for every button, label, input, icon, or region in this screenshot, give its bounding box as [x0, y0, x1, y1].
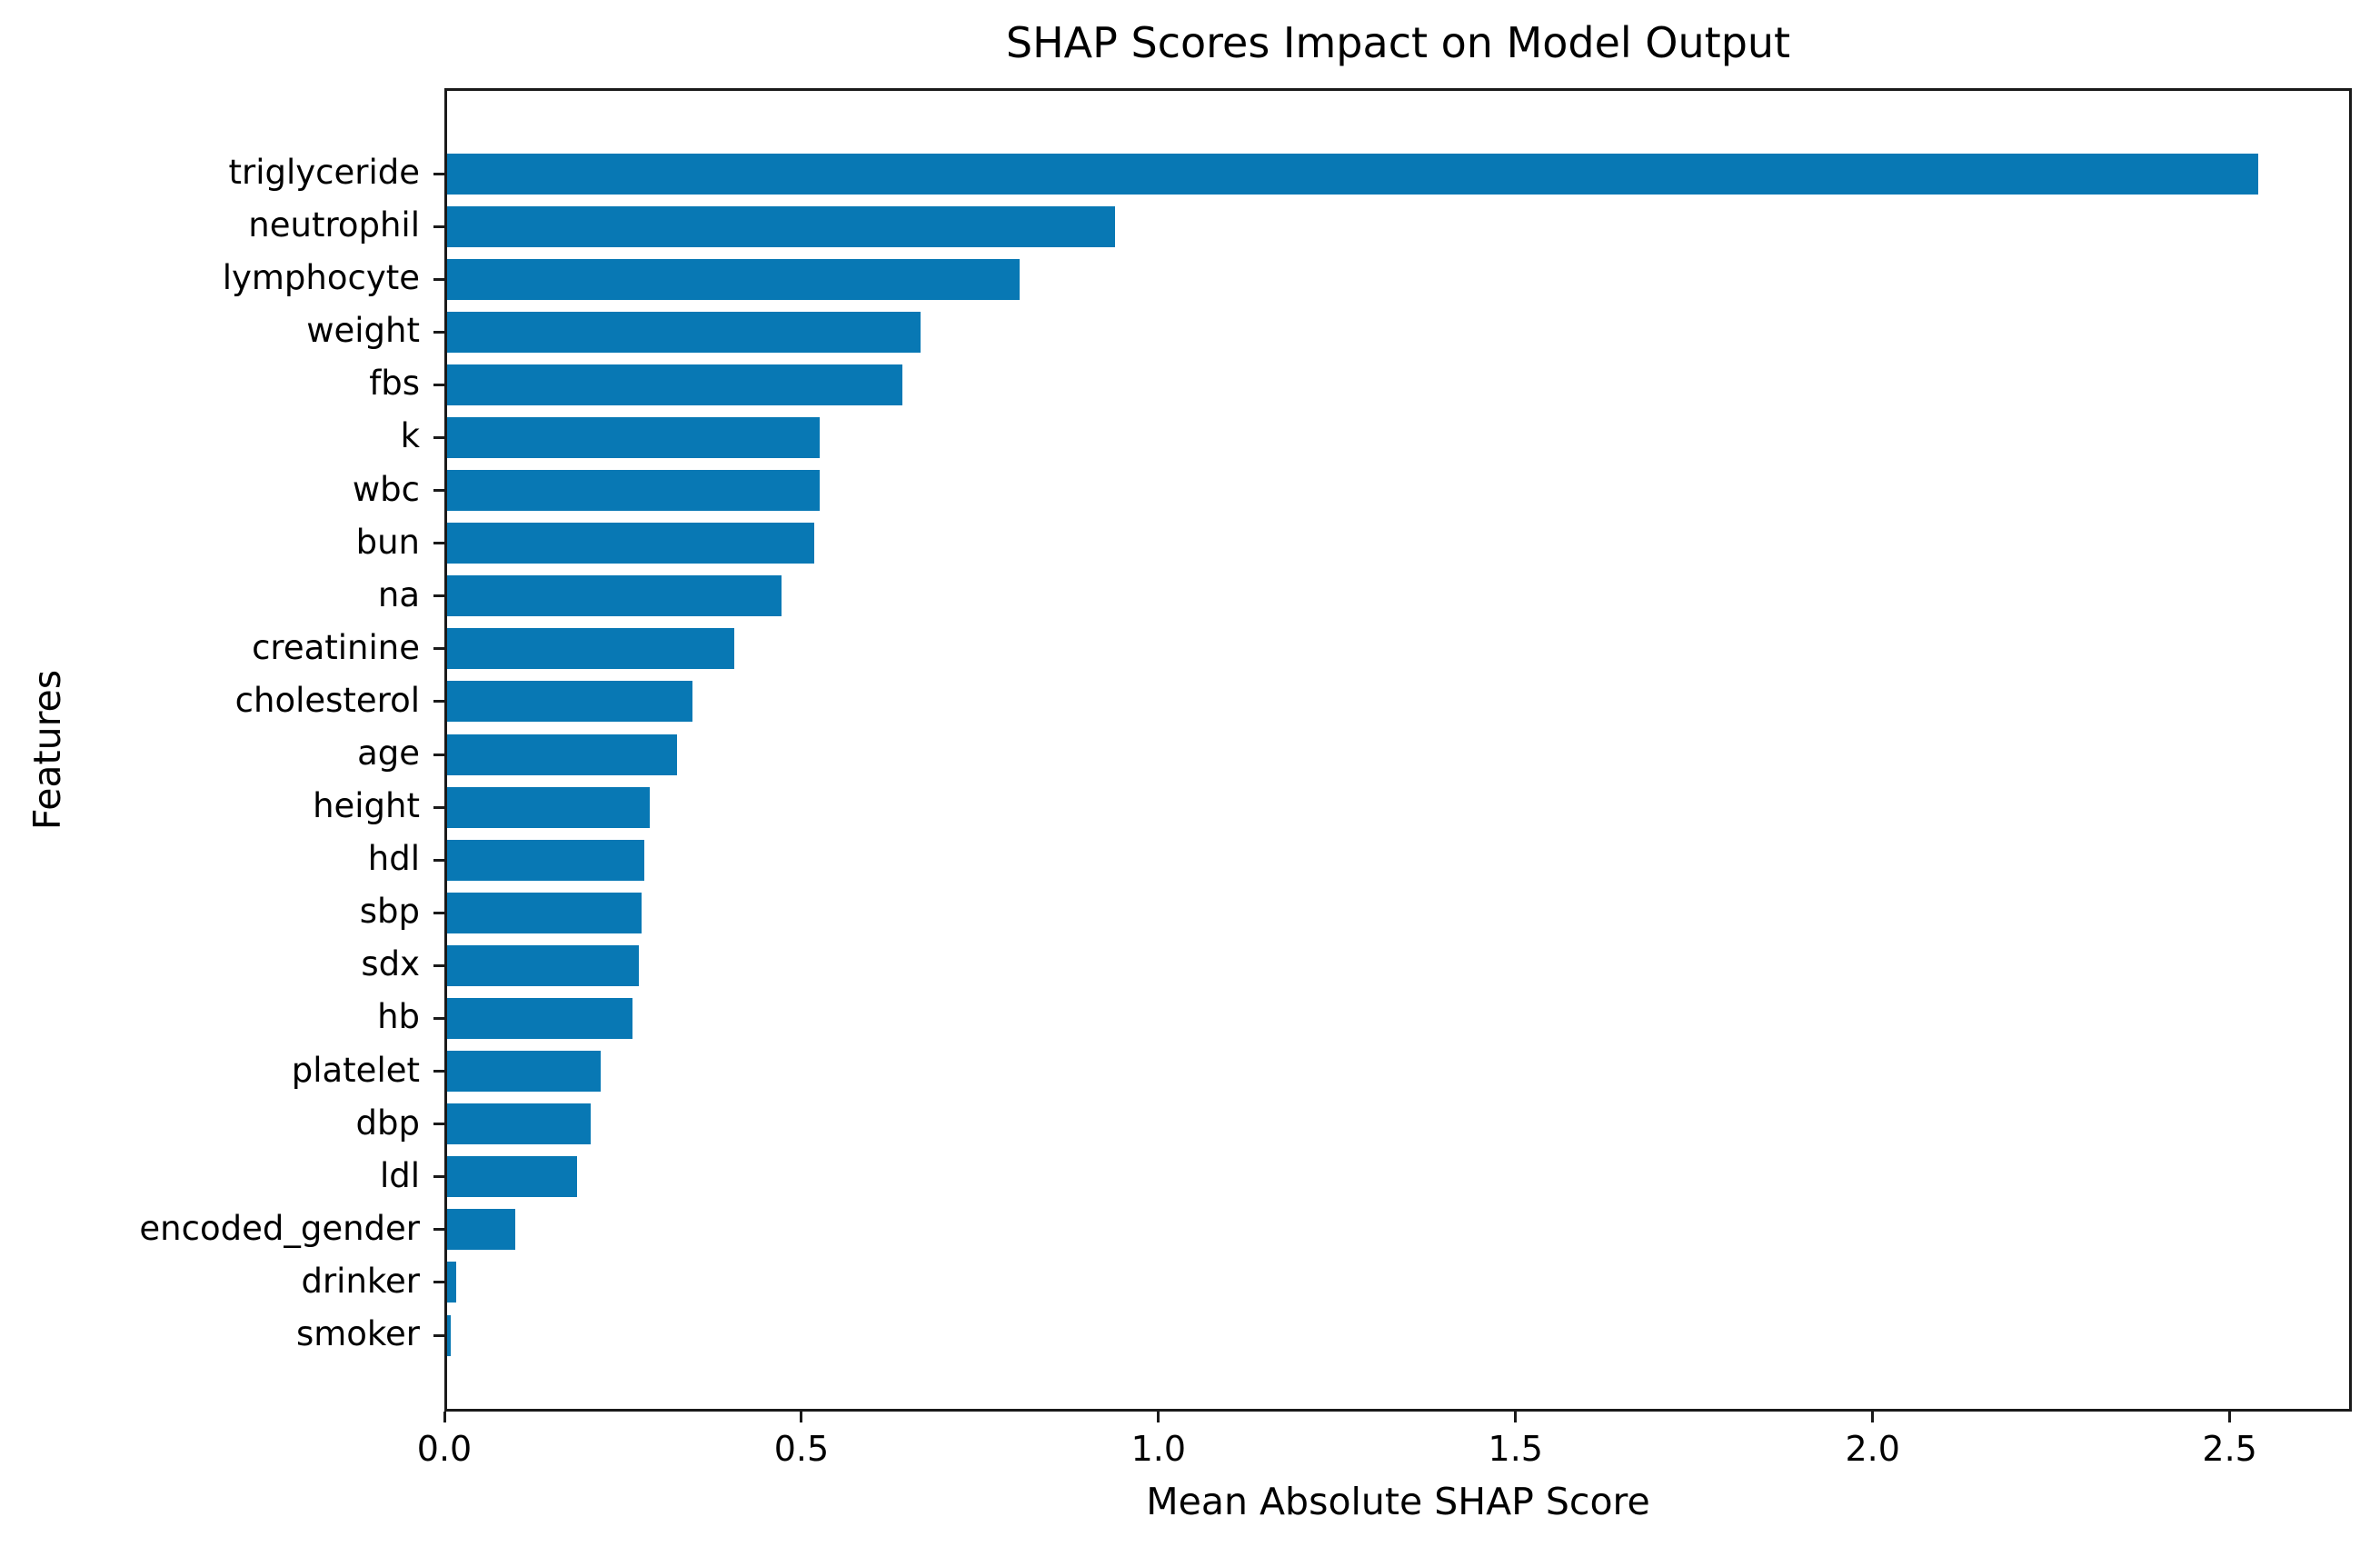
bar-na — [447, 575, 782, 617]
y-tick-mark — [433, 911, 444, 914]
bar-smoker — [447, 1314, 451, 1356]
x-tick-mark — [1871, 1412, 1875, 1422]
ytick-label-dbp: dbp — [355, 1103, 420, 1143]
ytick-label-hdl: hdl — [367, 838, 420, 878]
ytick-label-age: age — [357, 733, 420, 773]
bar-wbc — [447, 470, 820, 512]
bar-lymphocyte — [447, 258, 1021, 300]
x-tick-mark — [1157, 1412, 1160, 1422]
ytick-label-weight: weight — [306, 311, 420, 351]
bar-neutrophil — [447, 205, 1116, 247]
ytick-label-cholesterol: cholesterol — [234, 680, 420, 720]
y-tick-mark — [433, 489, 444, 493]
ytick-label-hb: hb — [377, 997, 420, 1037]
bar-drinker — [447, 1262, 457, 1303]
ytick-label-na: na — [377, 574, 420, 614]
bar-height — [447, 786, 650, 828]
y-tick-mark — [433, 700, 444, 704]
y-tick-mark — [433, 1123, 444, 1126]
ytick-label-sbp: sbp — [359, 892, 420, 932]
ytick-label-sdx: sdx — [361, 944, 420, 984]
y-tick-mark — [433, 1333, 444, 1337]
y-tick-mark — [433, 542, 444, 545]
ytick-label-bun: bun — [355, 522, 420, 562]
bar-sdx — [447, 944, 639, 986]
ytick-label-fbs: fbs — [369, 364, 420, 404]
xtick-label-0.5: 0.5 — [773, 1429, 830, 1469]
bar-bun — [447, 523, 815, 564]
bar-fbs — [447, 364, 902, 405]
plot-area — [444, 88, 2352, 1412]
y-tick-mark — [433, 172, 444, 175]
bar-sbp — [447, 892, 642, 933]
y-tick-mark — [433, 805, 444, 809]
xtick-label-2.0: 2.0 — [1845, 1429, 1900, 1469]
bar-weight — [447, 311, 921, 353]
y-tick-mark — [433, 330, 444, 334]
xtick-label-1.0: 1.0 — [1130, 1429, 1187, 1469]
y-tick-mark — [433, 1070, 444, 1073]
xtick-label-0.0: 0.0 — [416, 1429, 473, 1469]
bar-ldl — [447, 1156, 578, 1198]
y-tick-mark — [433, 594, 444, 598]
xtick-label-2.5: 2.5 — [2202, 1429, 2257, 1469]
x-tick-mark — [800, 1412, 803, 1422]
y-tick-mark — [433, 858, 444, 862]
x-tick-mark — [443, 1412, 446, 1422]
ytick-label-lymphocyte: lymphocyte — [222, 257, 420, 297]
ytick-label-wbc: wbc — [352, 469, 420, 509]
bar-dbp — [447, 1103, 591, 1145]
ytick-label-height: height — [313, 785, 420, 825]
bar-hb — [447, 997, 632, 1039]
bar-encoded_gender — [447, 1209, 516, 1251]
ytick-label-neutrophil: neutrophil — [248, 205, 420, 245]
y-tick-mark — [433, 963, 444, 967]
ytick-label-smoker: smoker — [295, 1313, 420, 1353]
y-tick-mark — [433, 647, 444, 651]
x-tick-mark — [2228, 1412, 2232, 1422]
y-tick-mark — [433, 1016, 444, 1020]
y-tick-mark — [433, 383, 444, 386]
y-tick-mark — [433, 225, 444, 228]
bar-creatinine — [447, 628, 734, 670]
y-tick-mark — [433, 1175, 444, 1179]
y-tick-mark — [433, 1281, 444, 1284]
ytick-label-ldl: ldl — [379, 1155, 420, 1195]
bar-cholesterol — [447, 681, 693, 723]
x-axis-label: Mean Absolute SHAP Score — [1146, 1480, 1650, 1523]
y-tick-mark — [433, 435, 444, 439]
y-tick-mark — [433, 1228, 444, 1232]
xtick-label-1.5: 1.5 — [1488, 1429, 1543, 1469]
bar-k — [447, 416, 820, 458]
bar-hdl — [447, 839, 645, 881]
chart-title: SHAP Scores Impact on Model Output — [1005, 18, 1791, 67]
ytick-label-creatinine: creatinine — [252, 627, 420, 667]
bar-platelet — [447, 1051, 602, 1093]
x-tick-mark — [1514, 1412, 1518, 1422]
y-tick-mark — [433, 753, 444, 756]
ytick-label-encoded_gender: encoded_gender — [139, 1208, 420, 1248]
bar-triglyceride — [447, 153, 2258, 195]
bar-age — [447, 734, 678, 775]
ytick-label-k: k — [400, 416, 420, 456]
ytick-label-platelet: platelet — [291, 1050, 420, 1090]
ytick-label-drinker: drinker — [301, 1261, 420, 1301]
ytick-label-triglyceride: triglyceride — [228, 152, 420, 192]
y-tick-mark — [433, 277, 444, 281]
